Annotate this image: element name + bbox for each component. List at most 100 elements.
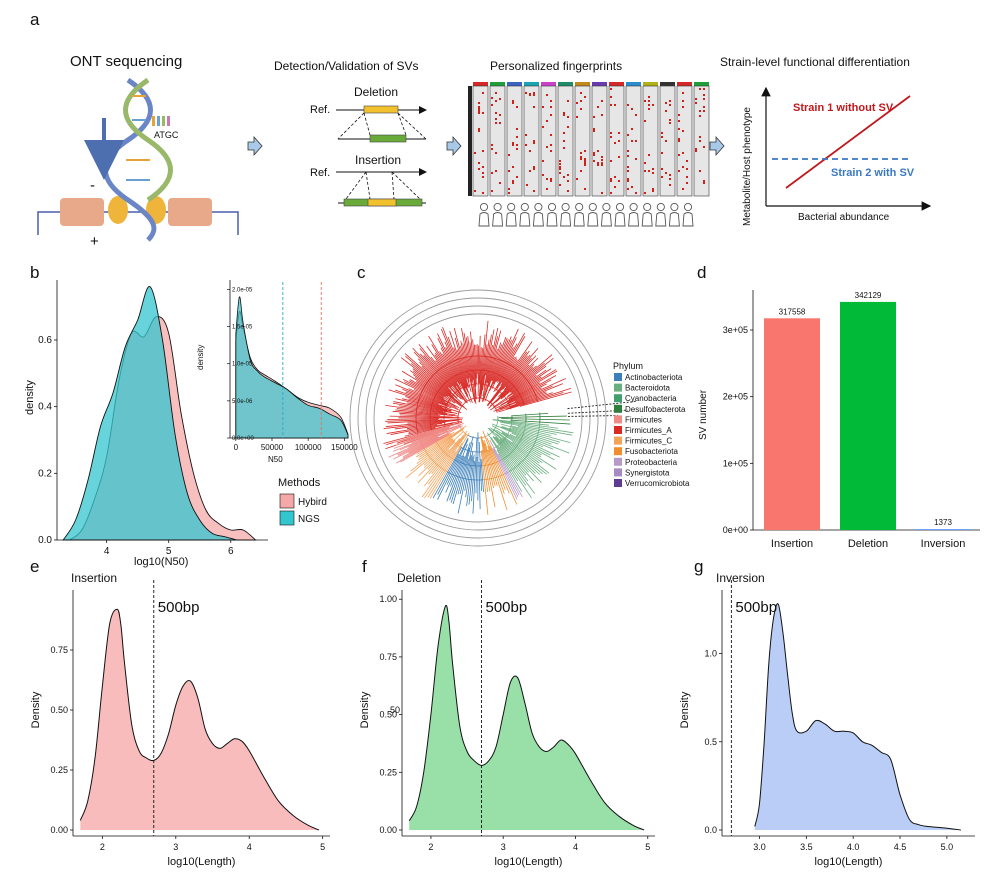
- fp-cell: [525, 144, 527, 146]
- tree-branch: [431, 344, 468, 402]
- tree-branch: [408, 430, 448, 448]
- b-ticks: 4 5 6 0.0 0.2 0.4 0.6: [38, 335, 234, 557]
- tree-branch: [467, 336, 474, 380]
- d-category-label: Inversion: [921, 538, 966, 550]
- panel-g-vline-label: 500bp: [735, 599, 777, 616]
- person-icon-head: [588, 202, 597, 212]
- person-icon-body: [478, 212, 490, 227]
- c-legend-swatch: [614, 373, 622, 381]
- fp-cell: [563, 140, 565, 142]
- fp-cell: [678, 154, 680, 156]
- fp-cell: [644, 162, 646, 164]
- panel-g-curve: [754, 603, 961, 831]
- fp-cell: [610, 192, 612, 194]
- fp-cell: [495, 112, 497, 114]
- tree-arc: [460, 427, 469, 436]
- fp-cell: [533, 92, 535, 94]
- fp-cell: [703, 98, 705, 100]
- panel-e-xtick-label: 4: [247, 842, 252, 852]
- tree-branch: [478, 348, 483, 403]
- tree-branch: [496, 356, 517, 389]
- fp-cell: [597, 164, 599, 166]
- phylo-tree: [349, 289, 638, 547]
- fp-cell: [652, 172, 654, 174]
- tree-branch: [517, 426, 557, 435]
- tree-arc: [429, 369, 525, 435]
- tree-arc: [487, 419, 499, 436]
- c-legend-swatch: [614, 436, 622, 445]
- tree-branch: [421, 366, 463, 404]
- tree-branch: [428, 433, 467, 485]
- tree-branch: [409, 370, 462, 407]
- tree-branch: [491, 337, 517, 389]
- fp-cell: [559, 184, 561, 186]
- fp-column-header: [609, 82, 624, 86]
- fp-cell: [652, 104, 654, 106]
- deletion-label: Deletion: [354, 85, 398, 99]
- person-icon-head: [683, 202, 693, 212]
- fp-cell: [597, 106, 599, 108]
- fp-cell: [516, 106, 518, 108]
- c-legend-label: Firmicutes_A: [625, 426, 672, 435]
- tree-branch: [418, 440, 456, 477]
- fp-cell: [550, 106, 552, 108]
- d-bar-value-label: 342129: [855, 291, 882, 300]
- bases-icon: [152, 116, 170, 126]
- fp-cell: [631, 140, 633, 142]
- b-ytick-label: 0.4: [38, 402, 52, 413]
- tree-branch: [490, 354, 531, 403]
- fp-cell: [703, 182, 705, 184]
- person-icon-body: [628, 212, 640, 227]
- tree-branch: [496, 449, 523, 492]
- tree-branch: [462, 343, 476, 402]
- person-icon-head: [507, 202, 516, 212]
- fp-cell: [576, 116, 578, 118]
- person-icon-body: [519, 212, 531, 227]
- tree-arc: [467, 434, 480, 439]
- tree-branch: [500, 423, 571, 444]
- tree-branch: [402, 433, 449, 459]
- fingerprint-heatmap: [468, 82, 710, 197]
- fp-cell: [567, 126, 569, 128]
- tree-branch: [388, 389, 462, 414]
- person-icon-head: [493, 202, 502, 212]
- person-icon-head: [520, 202, 529, 212]
- person-icon-body: [668, 212, 680, 227]
- tree-branch: [393, 424, 461, 452]
- fp-cell: [593, 160, 595, 162]
- panel-a-ont: ONT sequencing ATGC - +: [37, 53, 239, 250]
- tree-branch: [512, 427, 561, 443]
- fp-column-header: [524, 82, 539, 86]
- tree-branch: [500, 426, 570, 454]
- fp-cell: [512, 180, 514, 182]
- fp-cell: [567, 174, 569, 176]
- tree-branch: [499, 357, 539, 397]
- tree-branch: [387, 419, 443, 424]
- tree-branch: [396, 432, 451, 464]
- person-icon-head: [534, 202, 543, 212]
- fp-cell: [499, 114, 501, 116]
- tree-branch: [475, 457, 478, 494]
- fp-cell: [491, 172, 493, 174]
- fp-cell: [601, 100, 603, 102]
- tree-branch: [479, 320, 489, 403]
- c-legend-label: Firmicutes: [625, 415, 662, 424]
- fp-column-header: [677, 82, 692, 86]
- tree-branch: [510, 392, 553, 408]
- tree-branch: [409, 380, 460, 409]
- fp-cell: [584, 160, 586, 162]
- fp-cell: [580, 170, 582, 172]
- tree-branch: [519, 391, 572, 407]
- fp-cell: [597, 150, 599, 152]
- fp-cell: [597, 162, 599, 164]
- fp-cell: [584, 158, 586, 160]
- tree-branch: [515, 391, 547, 404]
- tree-ring: [357, 297, 599, 539]
- fp-cell: [644, 192, 646, 194]
- tree-branch: [417, 449, 450, 484]
- panel-g-ylabel: Density: [679, 691, 691, 728]
- tree-branch: [510, 425, 552, 436]
- d-ytick-label: 2e+05: [723, 392, 748, 402]
- fp-cell: [682, 188, 684, 190]
- tree-branch: [465, 451, 474, 498]
